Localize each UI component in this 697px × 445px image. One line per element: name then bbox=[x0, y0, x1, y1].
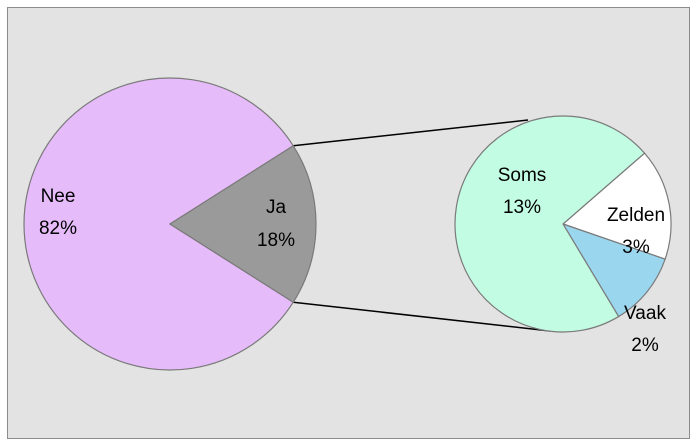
connector-line-top bbox=[293, 119, 529, 147]
connector-line-bottom bbox=[293, 301, 551, 332]
slice-percent-soms: 13% bbox=[503, 197, 541, 218]
slice-percent-ja: 18% bbox=[257, 230, 295, 251]
pie-slice-ja bbox=[168, 144, 317, 304]
pie-slice-soms bbox=[454, 115, 646, 333]
slice-label-nee: Nee bbox=[41, 186, 76, 207]
slice-label-ja: Ja bbox=[266, 197, 287, 218]
slice-label-zelden: Zelden bbox=[607, 205, 665, 226]
pie-slice-nee bbox=[23, 77, 295, 371]
slice-label-soms: Soms bbox=[498, 165, 547, 186]
slice-label-vaak: Vaak bbox=[624, 303, 666, 324]
slice-percent-vaak: 2% bbox=[631, 335, 659, 356]
slice-percent-nee: 82% bbox=[39, 218, 77, 239]
slice-percent-zelden: 3% bbox=[622, 237, 650, 258]
pie-slice-vaak bbox=[561, 222, 666, 318]
